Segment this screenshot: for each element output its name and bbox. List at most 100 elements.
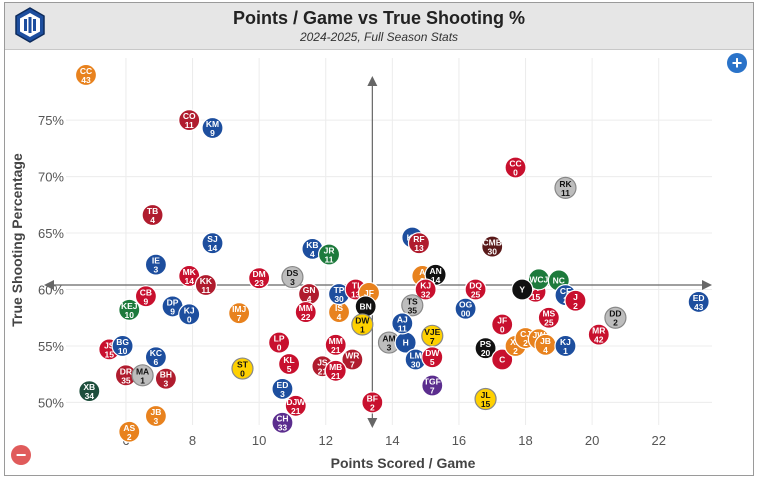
arrow-up-icon	[367, 76, 378, 86]
player-point[interactable]	[294, 300, 317, 324]
player-initials-label: SJ	[207, 234, 218, 244]
player-point[interactable]	[131, 364, 154, 387]
player-number-label: 0	[513, 168, 518, 178]
player-point[interactable]	[341, 348, 364, 371]
player-point[interactable]	[281, 265, 304, 289]
player-point[interactable]	[414, 278, 437, 301]
player-point[interactable]	[248, 267, 271, 290]
player-number-label: 14	[431, 275, 441, 285]
player-point[interactable]	[178, 109, 201, 132]
player-point[interactable]	[317, 243, 341, 266]
x-tick-label: 16	[452, 433, 466, 448]
player-point[interactable]	[268, 331, 291, 354]
player-point[interactable]	[271, 377, 294, 400]
player-point[interactable]	[604, 306, 627, 329]
player-point[interactable]	[78, 380, 101, 403]
y-tick-label: 55%	[38, 339, 64, 354]
player-number-label: 43	[81, 75, 91, 85]
player-initials-label: H	[403, 338, 409, 348]
player-number-label: 3	[154, 416, 159, 426]
player-initials-label: KM	[206, 119, 219, 129]
player-number-label: 30	[411, 360, 421, 370]
player-point[interactable]	[134, 285, 158, 308]
player-point[interactable]	[231, 357, 254, 380]
player-initials-label: WR	[345, 351, 359, 361]
player-initials-label: JW	[532, 330, 546, 340]
player-initials-label: IS	[335, 303, 343, 313]
zoom-out-button[interactable]	[11, 445, 31, 465]
player-initials-label: CC	[509, 159, 521, 169]
player-number-label: 30	[487, 247, 497, 257]
player-initials-label: TP	[334, 285, 345, 295]
x-tick-label: 10	[252, 433, 266, 448]
player-point[interactable]	[407, 232, 431, 255]
player-point[interactable]	[587, 323, 610, 346]
player-point[interactable]	[144, 253, 168, 276]
chart-header: Points / Game vs True Shooting % 2024-20…	[5, 3, 753, 50]
player-point[interactable]	[194, 273, 217, 297]
player-point[interactable]	[464, 278, 487, 301]
player-point[interactable]	[284, 394, 307, 417]
zoom-in-button[interactable]	[727, 53, 747, 73]
player-number-label: 11	[398, 323, 407, 333]
chart-subtitle: 2024-2025, Full Season Stats	[299, 30, 459, 44]
player-number-label: 33	[278, 423, 288, 433]
player-point[interactable]	[144, 404, 168, 428]
player-initials-label: KK	[200, 276, 213, 286]
player-point[interactable]	[421, 374, 444, 397]
player-point[interactable]	[687, 290, 710, 314]
player-point[interactable]	[474, 337, 497, 360]
player-point[interactable]	[391, 312, 414, 335]
player-point[interactable]	[201, 116, 224, 140]
player-point[interactable]	[228, 302, 251, 325]
player-point[interactable]	[454, 297, 477, 320]
player-point[interactable]	[537, 306, 560, 329]
player-point[interactable]	[278, 352, 301, 376]
player-point[interactable]	[511, 278, 534, 301]
player-point[interactable]	[154, 367, 177, 390]
y-tick-label: 50%	[38, 395, 64, 410]
player-number-label: 21	[318, 366, 328, 376]
player-point[interactable]	[401, 294, 424, 317]
player-point[interactable]	[564, 289, 587, 312]
y-tick-label: 70%	[38, 170, 64, 185]
player-number-label: 3	[290, 277, 295, 287]
player-point[interactable]	[504, 156, 527, 179]
player-point[interactable]	[491, 348, 514, 371]
player-initials-label: DW	[355, 315, 370, 325]
player-initials-label: DM	[253, 269, 266, 279]
player-point[interactable]	[111, 334, 134, 358]
player-point[interactable]	[474, 387, 497, 411]
player-point[interactable]	[481, 235, 504, 258]
player-point[interactable]	[351, 313, 374, 336]
player-number-label: 3	[154, 265, 159, 275]
player-point[interactable]	[118, 420, 141, 443]
player-point[interactable]	[201, 232, 224, 255]
player-point[interactable]	[324, 359, 347, 382]
player-initials-label: JB	[540, 336, 551, 346]
player-initials-label: MM	[299, 303, 313, 313]
player-point[interactable]	[554, 334, 577, 358]
player-point[interactable]	[271, 411, 294, 434]
player-point[interactable]	[491, 313, 514, 336]
player-initials-label: AN	[429, 266, 441, 276]
player-initials-label: DQ	[469, 280, 482, 290]
player-number-label: 4	[307, 294, 312, 304]
player-initials-label: BN	[360, 301, 372, 311]
player-initials-label: MK	[183, 267, 197, 277]
player-initials-label: J	[573, 292, 578, 302]
player-point[interactable]	[554, 176, 577, 199]
player-initials-label: DP	[167, 297, 179, 307]
player-number-label: 21	[291, 406, 301, 416]
player-point[interactable]	[178, 303, 201, 326]
player-point[interactable]	[118, 298, 141, 321]
player-point[interactable]	[361, 391, 384, 414]
player-point[interactable]	[141, 203, 164, 227]
player-point[interactable]	[324, 333, 347, 356]
player-number-label: 34	[85, 391, 95, 401]
player-initials-label: TB	[147, 206, 158, 216]
player-point[interactable]	[74, 63, 98, 87]
player-point[interactable]	[421, 346, 444, 369]
player-point[interactable]	[144, 346, 168, 369]
player-number-label: 10	[125, 310, 135, 320]
